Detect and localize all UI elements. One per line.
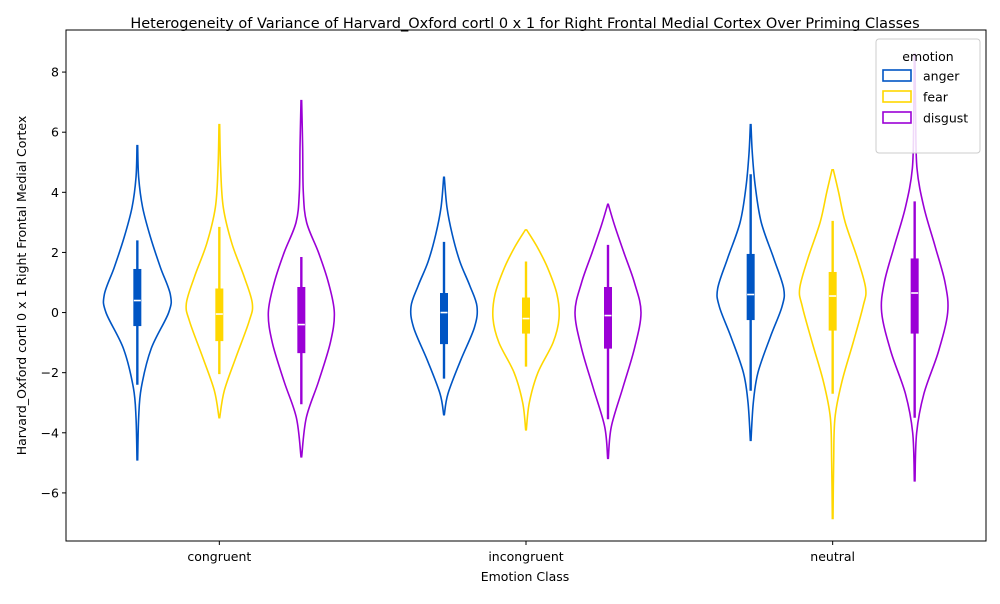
iqr-box-anger-neutral <box>746 253 755 321</box>
plot-area <box>102 53 949 520</box>
iqr-box-anger-incongruent <box>440 293 448 345</box>
violin-fear-congruent <box>185 123 254 419</box>
y-axis: −6 −4 −2 0 2 4 6 8 <box>41 65 66 500</box>
y-tick-label: 2 <box>51 245 59 260</box>
y-tick-label: −4 <box>41 425 59 440</box>
iqr-box-fear-incongruent <box>522 297 530 334</box>
violin-fear-neutral <box>798 168 867 520</box>
y-tick-label: −2 <box>41 365 59 380</box>
y-axis-label: Harvard_Oxford cortl 0 x 1 Right Frontal… <box>14 116 29 456</box>
x-axis-label: Emotion Class <box>481 569 570 584</box>
legend-label-disgust: disgust <box>923 111 968 126</box>
violin-disgust-congruent <box>267 99 336 458</box>
legend-title: emotion <box>902 49 953 64</box>
iqr-box-fear-neutral <box>828 271 837 331</box>
legend-swatch-fear <box>882 90 912 103</box>
violin-anger-congruent <box>102 144 173 461</box>
legend-label-anger: anger <box>923 69 960 84</box>
iqr-box-disgust-congruent <box>297 287 306 354</box>
y-tick-label: −6 <box>41 485 59 500</box>
x-tick-label: congruent <box>187 549 251 564</box>
iqr-box-anger-congruent <box>133 268 142 327</box>
legend-swatch-anger <box>882 69 912 82</box>
y-tick-label: 6 <box>51 125 59 140</box>
legend-box <box>875 38 981 154</box>
y-tick-label: 0 <box>51 305 59 320</box>
legend: emotion anger fear disgust <box>875 38 981 154</box>
y-tick-label: 8 <box>51 65 59 80</box>
violin-anger-neutral <box>716 123 786 442</box>
violin-disgust-incongruent <box>574 203 642 460</box>
legend-label-fear: fear <box>923 90 949 105</box>
iqr-box-disgust-neutral <box>910 258 919 334</box>
violin-fear-incongruent <box>491 229 561 431</box>
x-axis: congruent incongruent neutral <box>187 541 855 564</box>
x-tick-label: neutral <box>810 549 855 564</box>
x-tick-label: incongruent <box>488 549 563 564</box>
chart-title: Heterogeneity of Variance of Harvard_Oxf… <box>130 16 919 32</box>
legend-swatch-disgust <box>882 111 912 124</box>
violin-anger-incongruent <box>409 176 479 416</box>
y-tick-label: 4 <box>51 185 59 200</box>
iqr-box-disgust-incongruent <box>604 287 612 349</box>
